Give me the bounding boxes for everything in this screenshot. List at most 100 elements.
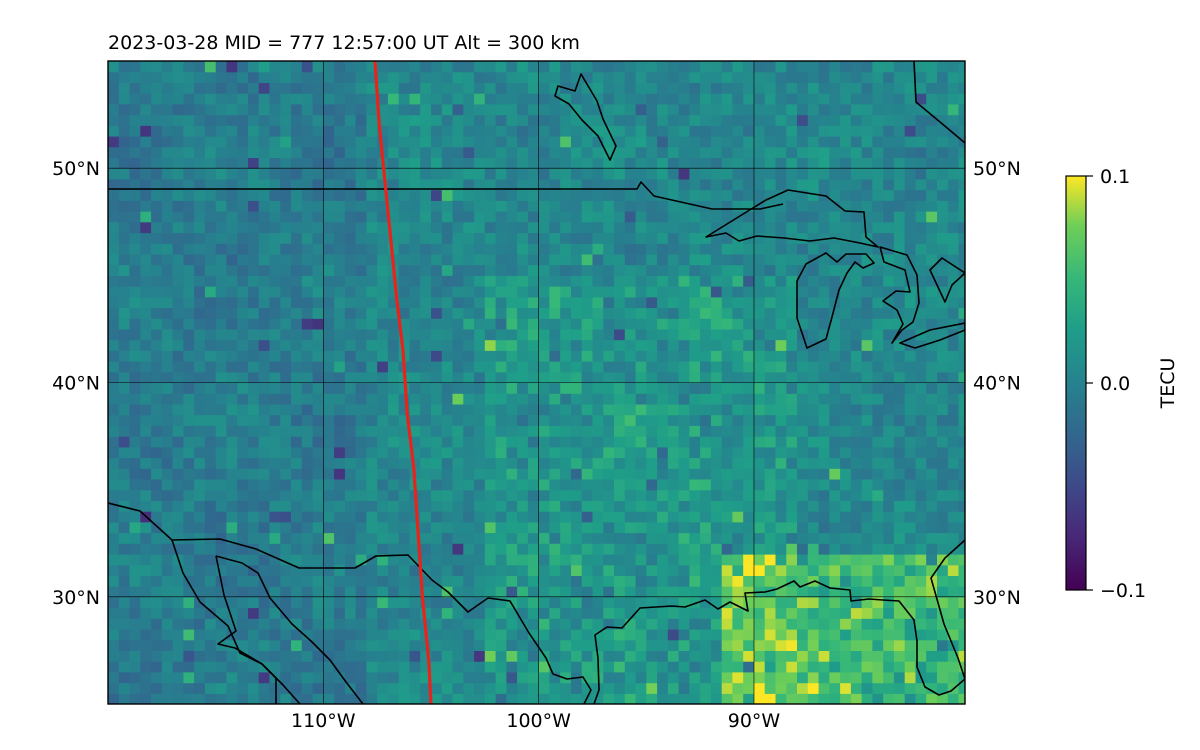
heatmap-cell [549,211,561,223]
heatmap-cell [215,296,228,309]
heatmap-cell [183,650,195,662]
heatmap-cell [560,232,572,244]
heatmap-cell [667,382,680,394]
heatmap-cell [807,243,820,255]
heatmap-cell [140,168,152,180]
heatmap-cell [387,693,400,704]
heatmap-cell [549,564,561,576]
heatmap-cell [549,200,561,212]
heatmap-cell [183,82,195,94]
heatmap-cell [883,136,895,148]
heatmap-cell [958,468,965,480]
heatmap-cell [409,554,421,566]
heatmap-cell [506,521,518,534]
heatmap-cell [797,221,809,234]
heatmap-cell [571,200,583,212]
heatmap-cell [893,211,906,223]
heatmap-cell [463,554,475,566]
heatmap-cell [840,350,852,362]
heatmap-cell [861,382,873,394]
heatmap-cell [915,436,927,448]
heatmap-cell [204,93,217,105]
heatmap-cell [301,253,314,266]
heatmap-cell [926,168,938,180]
heatmap-cell [291,532,303,544]
heatmap-cell [517,318,529,330]
heatmap-cell [377,393,389,405]
heatmap-cell [215,178,228,191]
heatmap-cell [743,318,755,330]
heatmap-cell [829,361,841,373]
heatmap-cell [829,157,841,169]
heatmap-cell [732,403,744,416]
y-tick-label-right: 30°N [973,587,1021,609]
heatmap-cell [818,468,830,480]
heatmap-cell [947,232,960,244]
heatmap-cell [226,446,238,459]
heatmap-cell [678,629,690,641]
heatmap-cell [754,361,766,373]
heatmap-cell [861,639,873,651]
heatmap-cell [387,178,400,191]
heatmap-cell [764,339,777,351]
heatmap-cell [172,682,184,694]
heatmap-cell [474,521,486,534]
heatmap-cell [226,339,238,351]
heatmap-cell [700,414,712,426]
heatmap-cell [226,275,238,287]
heatmap-cell [420,307,432,319]
heatmap-cell [108,307,120,319]
heatmap-cell [140,275,152,287]
heatmap-cell [129,511,141,523]
heatmap-cell [667,189,680,201]
heatmap-cell [958,146,965,158]
heatmap-cell [958,382,965,394]
heatmap-cell [377,554,389,566]
heatmap-cell [818,650,830,662]
heatmap-cell [915,371,927,384]
heatmap-cell [506,275,518,287]
heatmap-cell [581,554,594,566]
heatmap-cell [215,103,228,116]
heatmap-cell [904,82,917,94]
heatmap-cell [215,71,228,83]
heatmap-cell [226,211,238,223]
heatmap-cell [937,243,949,255]
heatmap-cell [248,275,260,287]
heatmap-cell [538,296,551,309]
heatmap-cell [710,607,723,619]
heatmap-cell [732,446,744,459]
heatmap-cell [764,361,777,373]
heatmap-cell [118,371,131,384]
heatmap-cell [527,468,540,480]
heatmap-cell [344,457,357,469]
heatmap-cell [775,82,787,94]
heatmap-cell [291,500,303,512]
heatmap-cell [495,479,507,491]
heatmap-cell [592,82,604,94]
heatmap-cell [183,136,195,148]
heatmap-cell [323,125,335,137]
heatmap-cell [226,564,238,576]
heatmap-cell [204,586,217,598]
heatmap-cell [118,221,131,234]
heatmap-cell [958,189,965,201]
heatmap-cell [926,586,938,598]
heatmap-cell [614,682,626,694]
heatmap-cell [495,157,507,169]
heatmap-cell [172,414,184,426]
heatmap-cell [592,511,604,523]
heatmap-cell [280,264,292,276]
heatmap-cell [635,639,647,651]
heatmap-cell [571,211,583,223]
heatmap-cell [118,286,131,298]
heatmap-cell [194,393,206,405]
heatmap-cell [301,307,314,319]
heatmap-cell [958,125,965,137]
heatmap-cell [172,189,184,201]
heatmap-cell [764,296,777,309]
heatmap-cell [183,243,195,255]
heatmap-cell [764,543,777,555]
heatmap-cell [775,457,787,469]
lake-michigan [796,252,875,349]
